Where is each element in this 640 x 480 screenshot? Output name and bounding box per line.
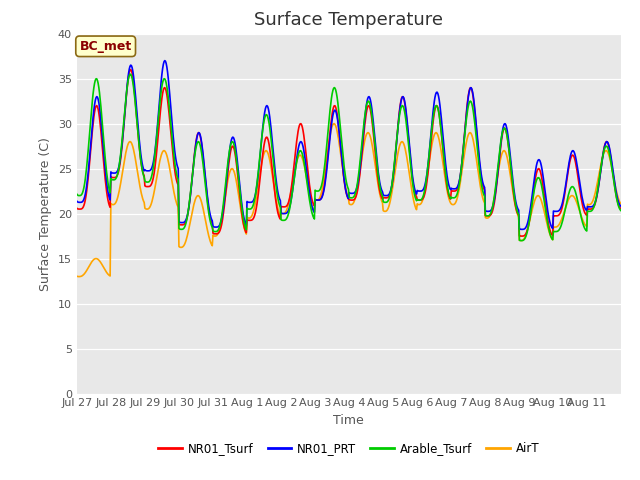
Legend: NR01_Tsurf, NR01_PRT, Arable_Tsurf, AirT: NR01_Tsurf, NR01_PRT, Arable_Tsurf, AirT (154, 437, 544, 460)
Y-axis label: Surface Temperature (C): Surface Temperature (C) (39, 137, 52, 290)
Title: Surface Temperature: Surface Temperature (254, 11, 444, 29)
Text: BC_met: BC_met (79, 40, 132, 53)
X-axis label: Time: Time (333, 414, 364, 427)
